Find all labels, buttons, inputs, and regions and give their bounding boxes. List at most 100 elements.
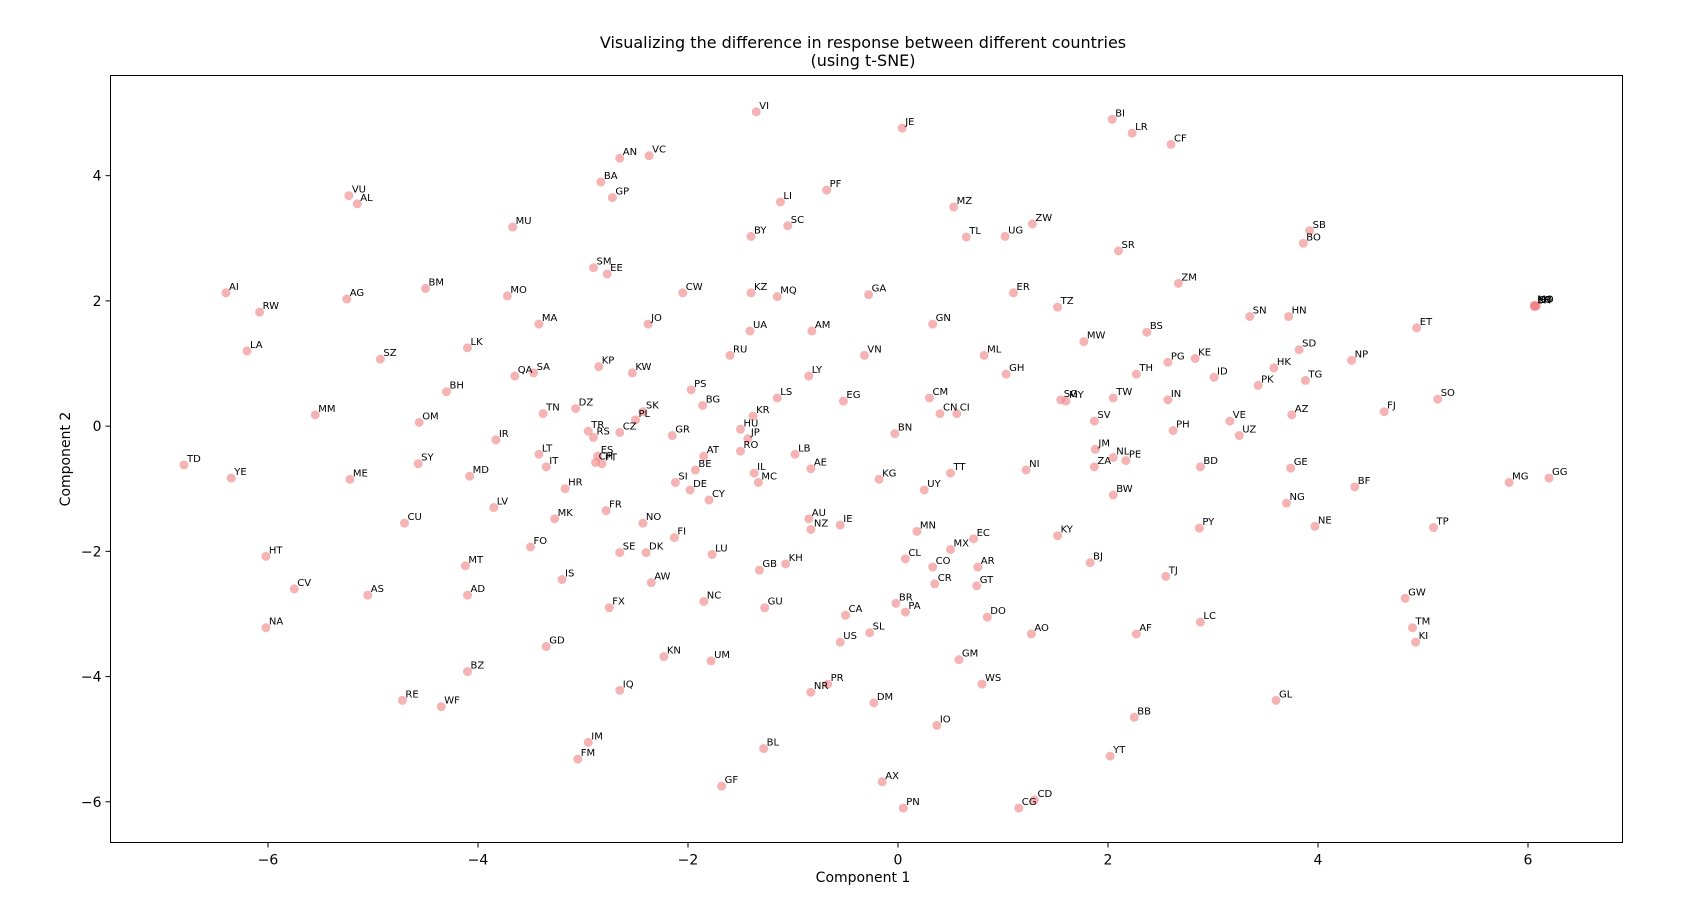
- data-point: [1408, 623, 1417, 633]
- data-point: [707, 549, 717, 559]
- point-label: HK: [1277, 357, 1292, 368]
- point-label: HN: [1292, 306, 1307, 317]
- point-label: EC: [977, 528, 990, 539]
- point-label: JO: [650, 313, 662, 324]
- point-label: GU: [768, 597, 783, 608]
- data-point: [631, 415, 640, 425]
- point-label: AG: [350, 288, 364, 299]
- point-label: BR: [899, 592, 913, 603]
- data-point: [1108, 393, 1118, 403]
- point-label: IS: [565, 569, 574, 580]
- point-label: TG: [1307, 369, 1322, 380]
- point-label: GN: [936, 313, 951, 324]
- point-label: GG: [1552, 467, 1568, 478]
- data-point: [1225, 416, 1235, 426]
- data-point: [806, 687, 816, 697]
- point-label: HR: [568, 478, 583, 489]
- point-label: NA: [269, 617, 283, 628]
- point-label: CU: [408, 512, 422, 523]
- data-point: [912, 526, 922, 536]
- point-label: UM: [714, 650, 730, 661]
- point-label: TZ: [1060, 296, 1074, 307]
- chart-title-line1: Visualizing the difference in response b…: [600, 33, 1126, 52]
- data-point: [242, 346, 252, 356]
- point-label: TP: [1436, 517, 1449, 528]
- point-label: NE: [1318, 515, 1332, 526]
- y-axis-label: Component 2: [58, 412, 74, 507]
- data-point: [736, 446, 745, 456]
- data-point: [760, 603, 770, 613]
- data-point: [534, 449, 544, 459]
- data-point: [1350, 482, 1360, 492]
- data-point: [979, 350, 989, 360]
- point-label: GR: [675, 425, 690, 436]
- data-point: [641, 548, 651, 558]
- point-label: SM: [597, 257, 612, 268]
- data-point: [550, 514, 560, 524]
- point-label: CL: [908, 548, 921, 559]
- data-point: [596, 177, 606, 187]
- point-label: LR: [1135, 122, 1148, 133]
- point-label: CW: [686, 282, 703, 293]
- data-point: [1194, 523, 1204, 533]
- point-label: PS: [694, 379, 706, 390]
- point-label: GF: [725, 775, 739, 786]
- data-point: [1400, 593, 1410, 603]
- point-label: CO: [936, 556, 951, 567]
- point-label: GE: [1294, 457, 1308, 468]
- data-point: [891, 598, 901, 608]
- point-label: AF: [1139, 623, 1152, 634]
- point-label: UA: [753, 320, 767, 331]
- data-point: [667, 431, 677, 441]
- y-tick-label: −6: [81, 795, 102, 811]
- data-point: [972, 581, 982, 591]
- data-point: [1108, 452, 1118, 462]
- point-label: IE: [843, 514, 852, 525]
- data-point: [573, 754, 583, 764]
- data-point: [1085, 558, 1095, 568]
- point-label: VC: [652, 145, 666, 156]
- point-label: CD: [1038, 789, 1053, 800]
- point-label: IO: [940, 714, 951, 725]
- data-point: [1287, 410, 1297, 420]
- point-label: CI: [960, 403, 970, 414]
- data-point: [571, 404, 581, 414]
- data-point: [717, 781, 727, 791]
- data-point: [919, 485, 929, 495]
- point-label: PK: [1261, 374, 1274, 385]
- data-point: [442, 387, 451, 397]
- data-point: [541, 462, 551, 472]
- point-label: DO: [990, 606, 1006, 617]
- point-label: UY: [927, 479, 941, 490]
- data-point: [1245, 312, 1255, 322]
- point-label: KI: [1419, 631, 1429, 642]
- point-label: CY: [712, 489, 726, 500]
- data-point: [1105, 751, 1115, 761]
- point-label: BY: [754, 225, 767, 236]
- data-point: [1026, 629, 1036, 639]
- point-label: VE: [1233, 410, 1246, 421]
- y-tick-label: 2: [93, 294, 102, 310]
- point-label: BB: [1137, 706, 1151, 717]
- data-point: [1412, 323, 1422, 333]
- point-label: DM: [877, 692, 893, 703]
- data-point: [1195, 462, 1205, 472]
- data-point: [1253, 380, 1263, 390]
- data-point: [345, 474, 355, 484]
- point-label: MG: [1512, 471, 1528, 482]
- point-label: ME: [353, 468, 368, 479]
- x-tick-label: 2: [1104, 853, 1113, 869]
- point-label: AI: [229, 282, 239, 293]
- data-point: [775, 197, 785, 207]
- point-label: ET: [1420, 317, 1433, 328]
- point-label: BH: [450, 381, 464, 392]
- point-label: BJ: [1093, 552, 1103, 563]
- data-point: [1173, 278, 1183, 288]
- point-label: ST: [1539, 295, 1552, 306]
- x-tick-label: −4: [468, 853, 489, 869]
- data-point: [627, 368, 637, 378]
- point-label: MY: [1069, 390, 1085, 401]
- point-label: FR: [609, 500, 622, 511]
- point-label: YE: [233, 467, 246, 478]
